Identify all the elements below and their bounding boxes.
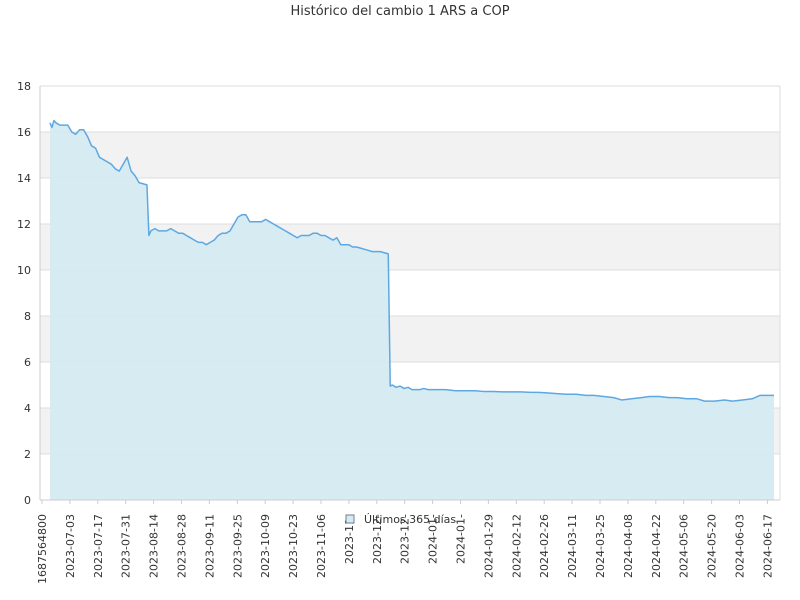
x-tick-label: 2024-01- [455, 514, 468, 564]
x-tick-label: 2024-06-17 [761, 514, 774, 578]
x-tick-label: 2024-01- [427, 514, 440, 564]
x-tick-label: 2023-07-31 [120, 514, 133, 578]
x-tick-label: 2023-08-28 [176, 514, 189, 578]
series-line [49, 119, 774, 402]
series-area-fill [50, 120, 774, 500]
x-tick-label: 2023-11-06 [315, 514, 328, 578]
x-tick-label: 2023-12- [399, 514, 412, 564]
x-tick-label: 2024-05-20 [706, 514, 719, 578]
y-tick-label: 6 [24, 356, 31, 369]
y-tick-label: 0 [24, 494, 31, 507]
x-tick-label: 2023-11- [343, 514, 356, 564]
plot-band [40, 132, 780, 178]
y-tick-label: 4 [24, 402, 31, 415]
x-tick-label: 2024-04-08 [622, 514, 635, 578]
series-area [50, 120, 774, 500]
y-tick-label: 18 [17, 80, 31, 93]
y-tick-label: 14 [17, 172, 31, 185]
x-tick-label: 2023-12- [371, 514, 384, 564]
legend: Últimos 365 días [345, 513, 456, 526]
y-tick-label: 2 [24, 448, 31, 461]
x-tick-label: 2023-07-03 [64, 514, 77, 578]
y-tick-label: 16 [17, 126, 31, 139]
x-tick-label: 2024-02-12 [510, 514, 523, 578]
x-tick-label: 2023-09-11 [203, 514, 216, 578]
axes [39, 86, 781, 501]
x-tick-label: 2023-08-14 [148, 514, 161, 578]
x-tick-label: 2024-03-11 [566, 514, 579, 578]
x-axis-ticks: 1687564800 2023-07-03 2023-07-17 2023-07-31… [36, 500, 774, 584]
legend-label: Últimos 365 días [364, 513, 456, 526]
y-axis-ticks: 0 2 4 6 8 10 12 14 16 18 [17, 80, 31, 507]
y-tick-label: 10 [17, 264, 31, 277]
y-tick-label: 8 [24, 310, 31, 323]
legend-swatch [345, 514, 355, 524]
y-tick-label: 12 [17, 218, 31, 231]
x-tick-label: 2024-03-25 [594, 514, 607, 578]
chart-title: Histórico del cambio 1 ARS a COP [290, 4, 509, 19]
series-line-path [49, 119, 774, 402]
x-tick-label: 2023-10-23 [287, 514, 300, 578]
x-tick-label: 2024-01-29 [482, 514, 495, 578]
x-tick-label: 2024-02-26 [538, 514, 551, 578]
x-tick-label: 2023-10-09 [259, 514, 272, 578]
x-tick-label: 2023-07-17 [92, 514, 105, 578]
x-tick-label: 2024-06-03 [734, 514, 747, 578]
x-tick-label: 2023-09-25 [231, 514, 244, 578]
x-tick-label: 1687564800 [36, 514, 49, 584]
x-tick-label: 2024-05-06 [678, 514, 691, 578]
x-tick-label: 2024-04-22 [650, 514, 663, 578]
